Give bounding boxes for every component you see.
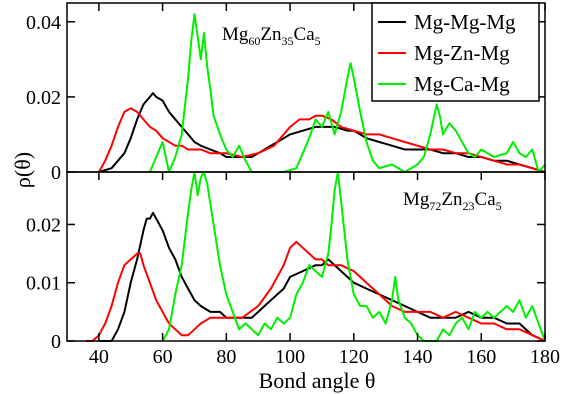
composition-top-el-0: Mg <box>222 24 249 45</box>
plot-frame-bottom <box>66 171 546 342</box>
y-tick-label-bottom: 0 <box>51 331 61 353</box>
composition-top-sub-1: 35 <box>282 34 294 48</box>
legend-label-mg-ca-mg: Mg-Ca-Mg <box>414 72 510 96</box>
x-tick-label: 60 <box>153 346 173 368</box>
y-tick-label-top: 0.02 <box>26 87 61 109</box>
composition-top-el-2: Ca <box>294 24 316 45</box>
x-tick-label: 180 <box>530 346 560 368</box>
composition-top-sub-0: 60 <box>248 34 260 48</box>
y-tick-label-bottom: 0.01 <box>26 273 61 295</box>
composition-top-sub-2: 5 <box>315 34 321 48</box>
series-line-mg-ca-mg-bottom <box>161 171 546 342</box>
x-axis-title: Bond angle θ <box>259 368 376 393</box>
legend: Mg-Mg-Mg Mg-Zn-Mg Mg-Ca-Mg <box>371 2 540 102</box>
y-axis-title: ρ(θ) <box>10 152 35 188</box>
composition-bottom-sub-2: 5 <box>496 199 502 213</box>
composition-bottom-el-1: Zn <box>441 189 463 210</box>
x-tick-label: 120 <box>339 346 369 368</box>
composition-label-top: Mg60Zn35Ca5 <box>222 24 321 48</box>
composition-bottom-sub-0: 72 <box>429 199 441 213</box>
x-tick-label: 80 <box>216 346 236 368</box>
y-tick-label-top: 0 <box>51 162 61 184</box>
legend-label-mg-zn-mg: Mg-Zn-Mg <box>414 41 510 65</box>
y-tick-label-bottom: 0.02 <box>26 214 61 236</box>
y-tick-label-top: 0.04 <box>26 12 61 34</box>
composition-bottom-el-2: Ca <box>475 189 497 210</box>
panel-bottom: 0 0.01 0.02 40 60 80 100 120 140 160 180 <box>26 171 560 368</box>
x-tick-label: 160 <box>466 346 496 368</box>
series-line-mg-ca-mg-top <box>148 13 546 173</box>
composition-top-el-1: Zn <box>260 24 282 45</box>
series-line-mg-zn-mg-bottom <box>86 240 546 342</box>
composition-bottom-sub-1: 23 <box>463 199 475 213</box>
legend-label-mg-mg-mg: Mg-Mg-Mg <box>414 10 516 34</box>
composition-label-bottom: Mg72Zn23Ca5 <box>403 189 502 213</box>
panel-top: 0 0.02 0.04 <box>26 2 546 184</box>
x-tick-label: 140 <box>403 346 433 368</box>
composition-bottom-el-0: Mg <box>403 189 430 210</box>
x-tick-label: 40 <box>89 346 109 368</box>
series-line-mg-zn-mg-top <box>98 107 546 173</box>
x-tick-label: 100 <box>275 346 305 368</box>
